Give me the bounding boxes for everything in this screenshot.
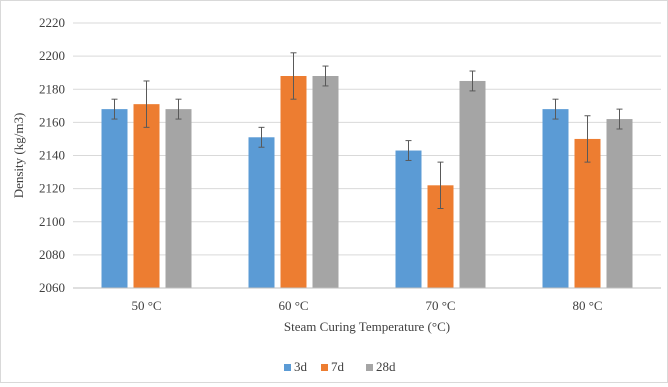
legend-swatch-3d [284,364,291,371]
legend-label-3d: 3d [294,359,308,374]
x-tick-label: 70 °C [425,298,455,313]
y-tick-label: 2220 [39,15,65,30]
bar-28d [606,119,633,288]
gridlines [73,22,661,289]
x-tick-label: 80 °C [572,298,602,313]
bar-3d [248,137,275,288]
y-axis-title: Density (kg/m3) [11,113,26,199]
legend-label-28d: 28d [376,359,396,374]
y-tick-label: 2100 [39,214,65,229]
y-tick-label: 2200 [39,48,65,63]
bar-7d [574,138,601,288]
bar-3d [101,109,128,288]
x-tick-label: 60 °C [278,298,308,313]
y-tick-label: 2120 [39,181,65,196]
bar-7d [280,76,307,288]
y-tick-label: 2060 [39,280,65,295]
bar-7d [133,104,160,288]
bar-28d [165,109,192,288]
bar-3d [542,109,569,288]
bars [101,76,633,288]
axes: 2060 2080 2100 2120 2140 2160 2180 2200 2220 50 °… [39,15,661,313]
y-tick-label: 2080 [39,247,65,262]
y-tick-label: 2140 [39,148,65,163]
bar-3d [395,150,422,288]
bar-28d [459,80,486,288]
bar-28d [312,76,339,288]
y-tick-label: 2180 [39,81,65,96]
legend: 3d 7d 28d [284,359,396,374]
legend-swatch-7d [321,364,328,371]
y-tick-label: 2160 [39,114,65,129]
legend-swatch-28d [366,364,373,371]
x-axis-title: Steam Curing Temperature (°C) [284,319,450,334]
error-bars [111,52,623,209]
x-tick-label: 50 °C [131,298,161,313]
legend-label-7d: 7d [331,359,345,374]
